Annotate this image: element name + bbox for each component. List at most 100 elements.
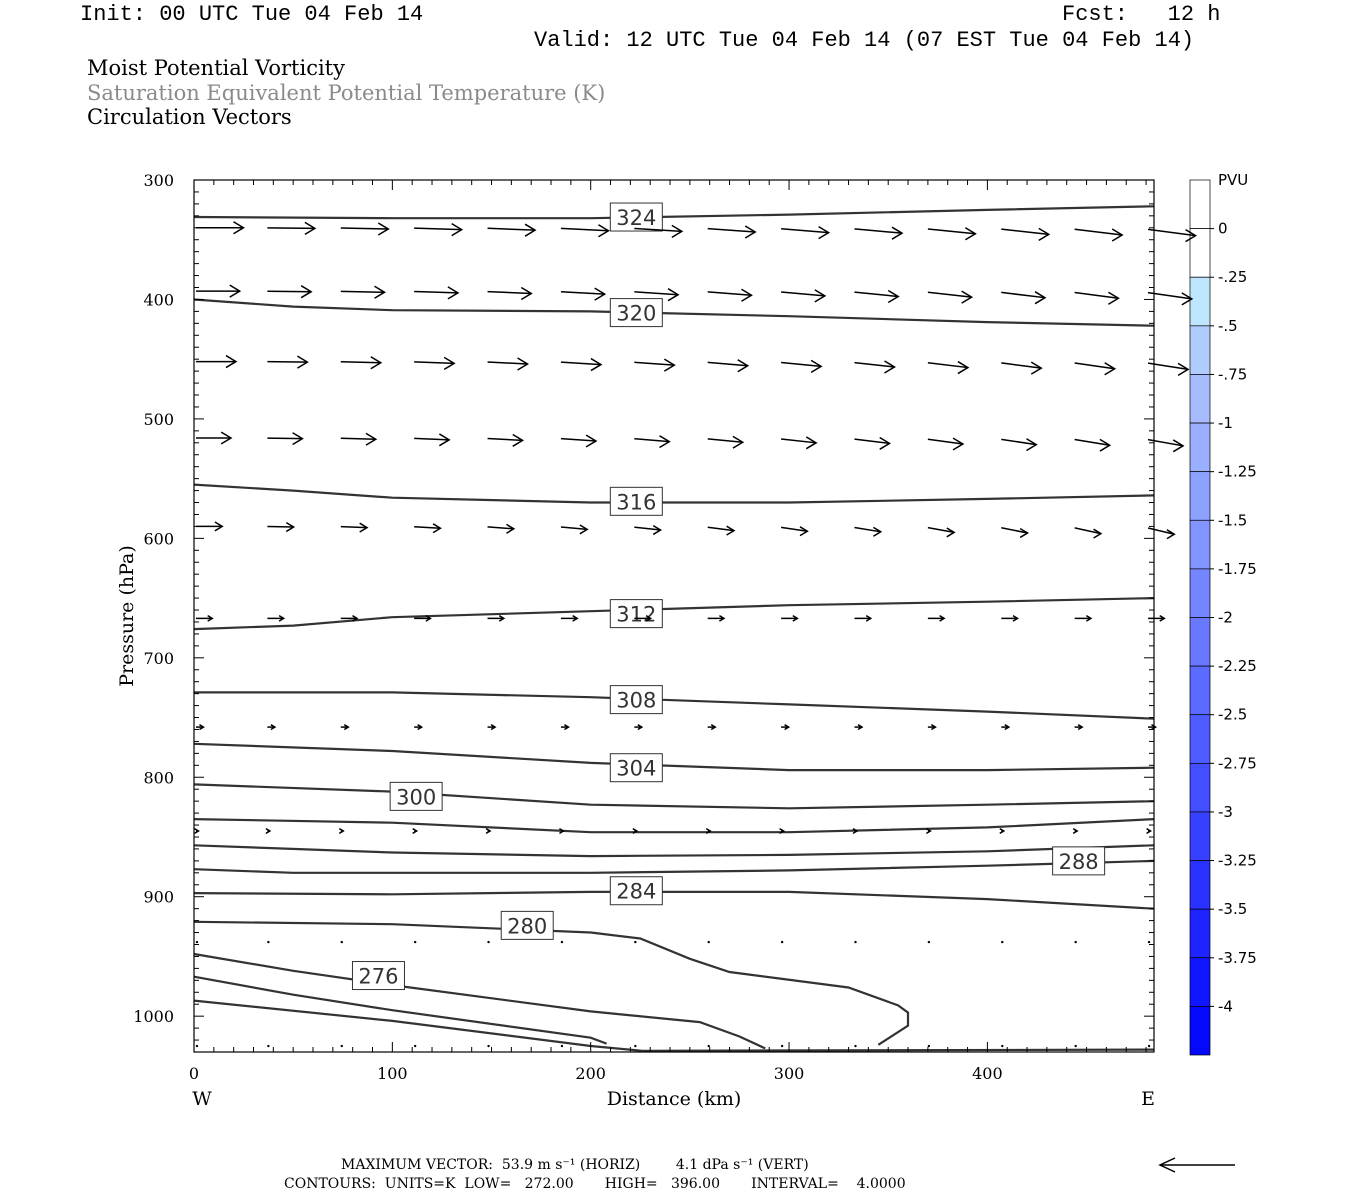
colorbar-swatch: [1189, 276, 1211, 327]
y-tick-label: 600: [143, 529, 174, 548]
colorbar-swatch: [1189, 519, 1211, 570]
circulation-vector-head: [485, 827, 492, 835]
colorbar-label: -.5: [1218, 317, 1238, 335]
circulation-vector-head: [447, 286, 460, 300]
colorbar-label: -2.25: [1218, 657, 1257, 675]
vector-dot: [1074, 940, 1077, 944]
circulation-vector-head: [1038, 227, 1051, 242]
circulation-vector-head: [278, 615, 286, 622]
y-tick-label: 700: [143, 649, 174, 668]
vector-dot: [927, 1044, 931, 1048]
contour-label: 288: [1059, 850, 1099, 874]
vector-dot: [707, 1044, 710, 1048]
circulation-vector-head: [964, 227, 977, 241]
axis-labels: Distance (km) Pressure (hPa) W E: [116, 545, 1155, 1110]
circulation-vector-head: [887, 289, 900, 304]
circulation-vector: [487, 361, 528, 365]
colorbar-swatch: [1189, 617, 1211, 667]
circulation-vector: [414, 227, 462, 231]
circulation-vector-head: [952, 437, 965, 451]
colorbar-label: 0: [1218, 220, 1228, 238]
plot-frame: [193, 179, 1155, 1053]
circulation-vector: [1074, 438, 1110, 446]
colorbar-swatch: [1189, 179, 1211, 229]
colorbar-label: -2.5: [1218, 706, 1247, 724]
vector-dot: [487, 940, 490, 944]
circulation-vector-head: [939, 615, 946, 622]
colorbar-label: -2.75: [1218, 754, 1257, 772]
circulation-vector: [707, 227, 756, 233]
contour-label-box: [609, 876, 663, 906]
contour-info: CONTOURS: UNITS=K LOW= 272.00 HIGH= 396.…: [284, 1176, 906, 1192]
x-right-end-label: E: [1141, 1088, 1155, 1110]
circulation-vector: [927, 362, 968, 369]
vector-dot: [854, 940, 857, 944]
circulation-vector: [340, 525, 368, 529]
forecast-hour: Fcst: 12 h: [1062, 2, 1221, 27]
theta-e-contour-line: [194, 691, 1155, 720]
contour-label-box: [500, 910, 554, 940]
vector-dot: [854, 1044, 857, 1048]
circulation-vector-head: [1181, 292, 1194, 306]
circulation-vector-head: [632, 827, 639, 835]
circulation-vector-head: [810, 359, 823, 374]
vector-dot: [1001, 1044, 1004, 1048]
circulation-vector-head: [1159, 615, 1166, 622]
circulation-vector-head: [946, 527, 956, 538]
circulation-vector: [854, 228, 903, 234]
contour-label-box: [609, 202, 663, 232]
contour-label-box: [609, 599, 663, 629]
circulation-vector-head: [957, 360, 970, 375]
circulation-vector-head: [377, 222, 390, 236]
circulation-vector: [634, 227, 682, 233]
circulation-vector-head: [270, 724, 277, 731]
colorbar-label: -1.25: [1218, 463, 1257, 481]
colorbar-swatch: [1189, 325, 1211, 375]
circulation-vector-head: [564, 724, 570, 731]
circulation-vector-head: [873, 526, 883, 537]
circulation-vector: [1147, 228, 1196, 237]
circulation-vector-head: [292, 432, 304, 446]
circulation-vector-head: [214, 521, 224, 532]
circulation-vector-head: [1177, 362, 1190, 377]
vector-dot: [413, 1044, 417, 1048]
theta-e-contour-line: [193, 952, 766, 1050]
vector-dot: [487, 1044, 490, 1048]
colorbar-swatch: [1189, 374, 1211, 424]
contour-label: 312: [616, 603, 656, 627]
circulation-vector: [927, 526, 955, 534]
y-tick-label: 400: [143, 290, 174, 309]
init-time: Init: 00 UTC Tue 04 Feb 14: [80, 2, 424, 27]
circulation-vector: [414, 526, 441, 529]
circulation-vector: [1147, 291, 1192, 300]
vector-dot: [1147, 1044, 1151, 1048]
contour-label-box: [609, 298, 663, 328]
circulation-vector-head: [343, 724, 350, 731]
circulation-vector-head: [438, 433, 451, 447]
colorbar-label: -.75: [1218, 365, 1247, 383]
circulation-vector-head: [594, 287, 607, 301]
theta-e-contour-line: [193, 483, 1155, 504]
contour-label: 316: [616, 490, 656, 514]
contour-label: 300: [396, 785, 436, 809]
circulation-vector-head: [814, 289, 827, 303]
vector-dot: [780, 1044, 784, 1048]
circulation-vector-head: [517, 357, 530, 371]
circulation-vector: [1074, 291, 1119, 300]
circulation-vector-head: [784, 724, 791, 731]
circulation-vector-head: [559, 827, 565, 835]
circulation-vector-head: [857, 724, 864, 731]
x-tick-label: 0: [189, 1064, 199, 1083]
circulation-vector-head: [792, 615, 799, 622]
circulation-vector-head: [705, 827, 712, 835]
circulation-vector-head: [779, 827, 786, 835]
circulation-vector-head: [590, 357, 603, 372]
x-tick-label: 400: [972, 1064, 1003, 1083]
circulation-vector-head: [645, 615, 653, 622]
circulation-vector-head: [925, 827, 932, 835]
max-vector-note: MAXIMUM VECTOR: 53.9 m s⁻¹ (HORIZ) 4.1 d…: [341, 1157, 809, 1173]
contour-label: 320: [616, 302, 656, 326]
circulation-vector: [634, 361, 675, 366]
circulation-vector-head: [1185, 228, 1198, 243]
contour-label-box: [389, 781, 443, 811]
